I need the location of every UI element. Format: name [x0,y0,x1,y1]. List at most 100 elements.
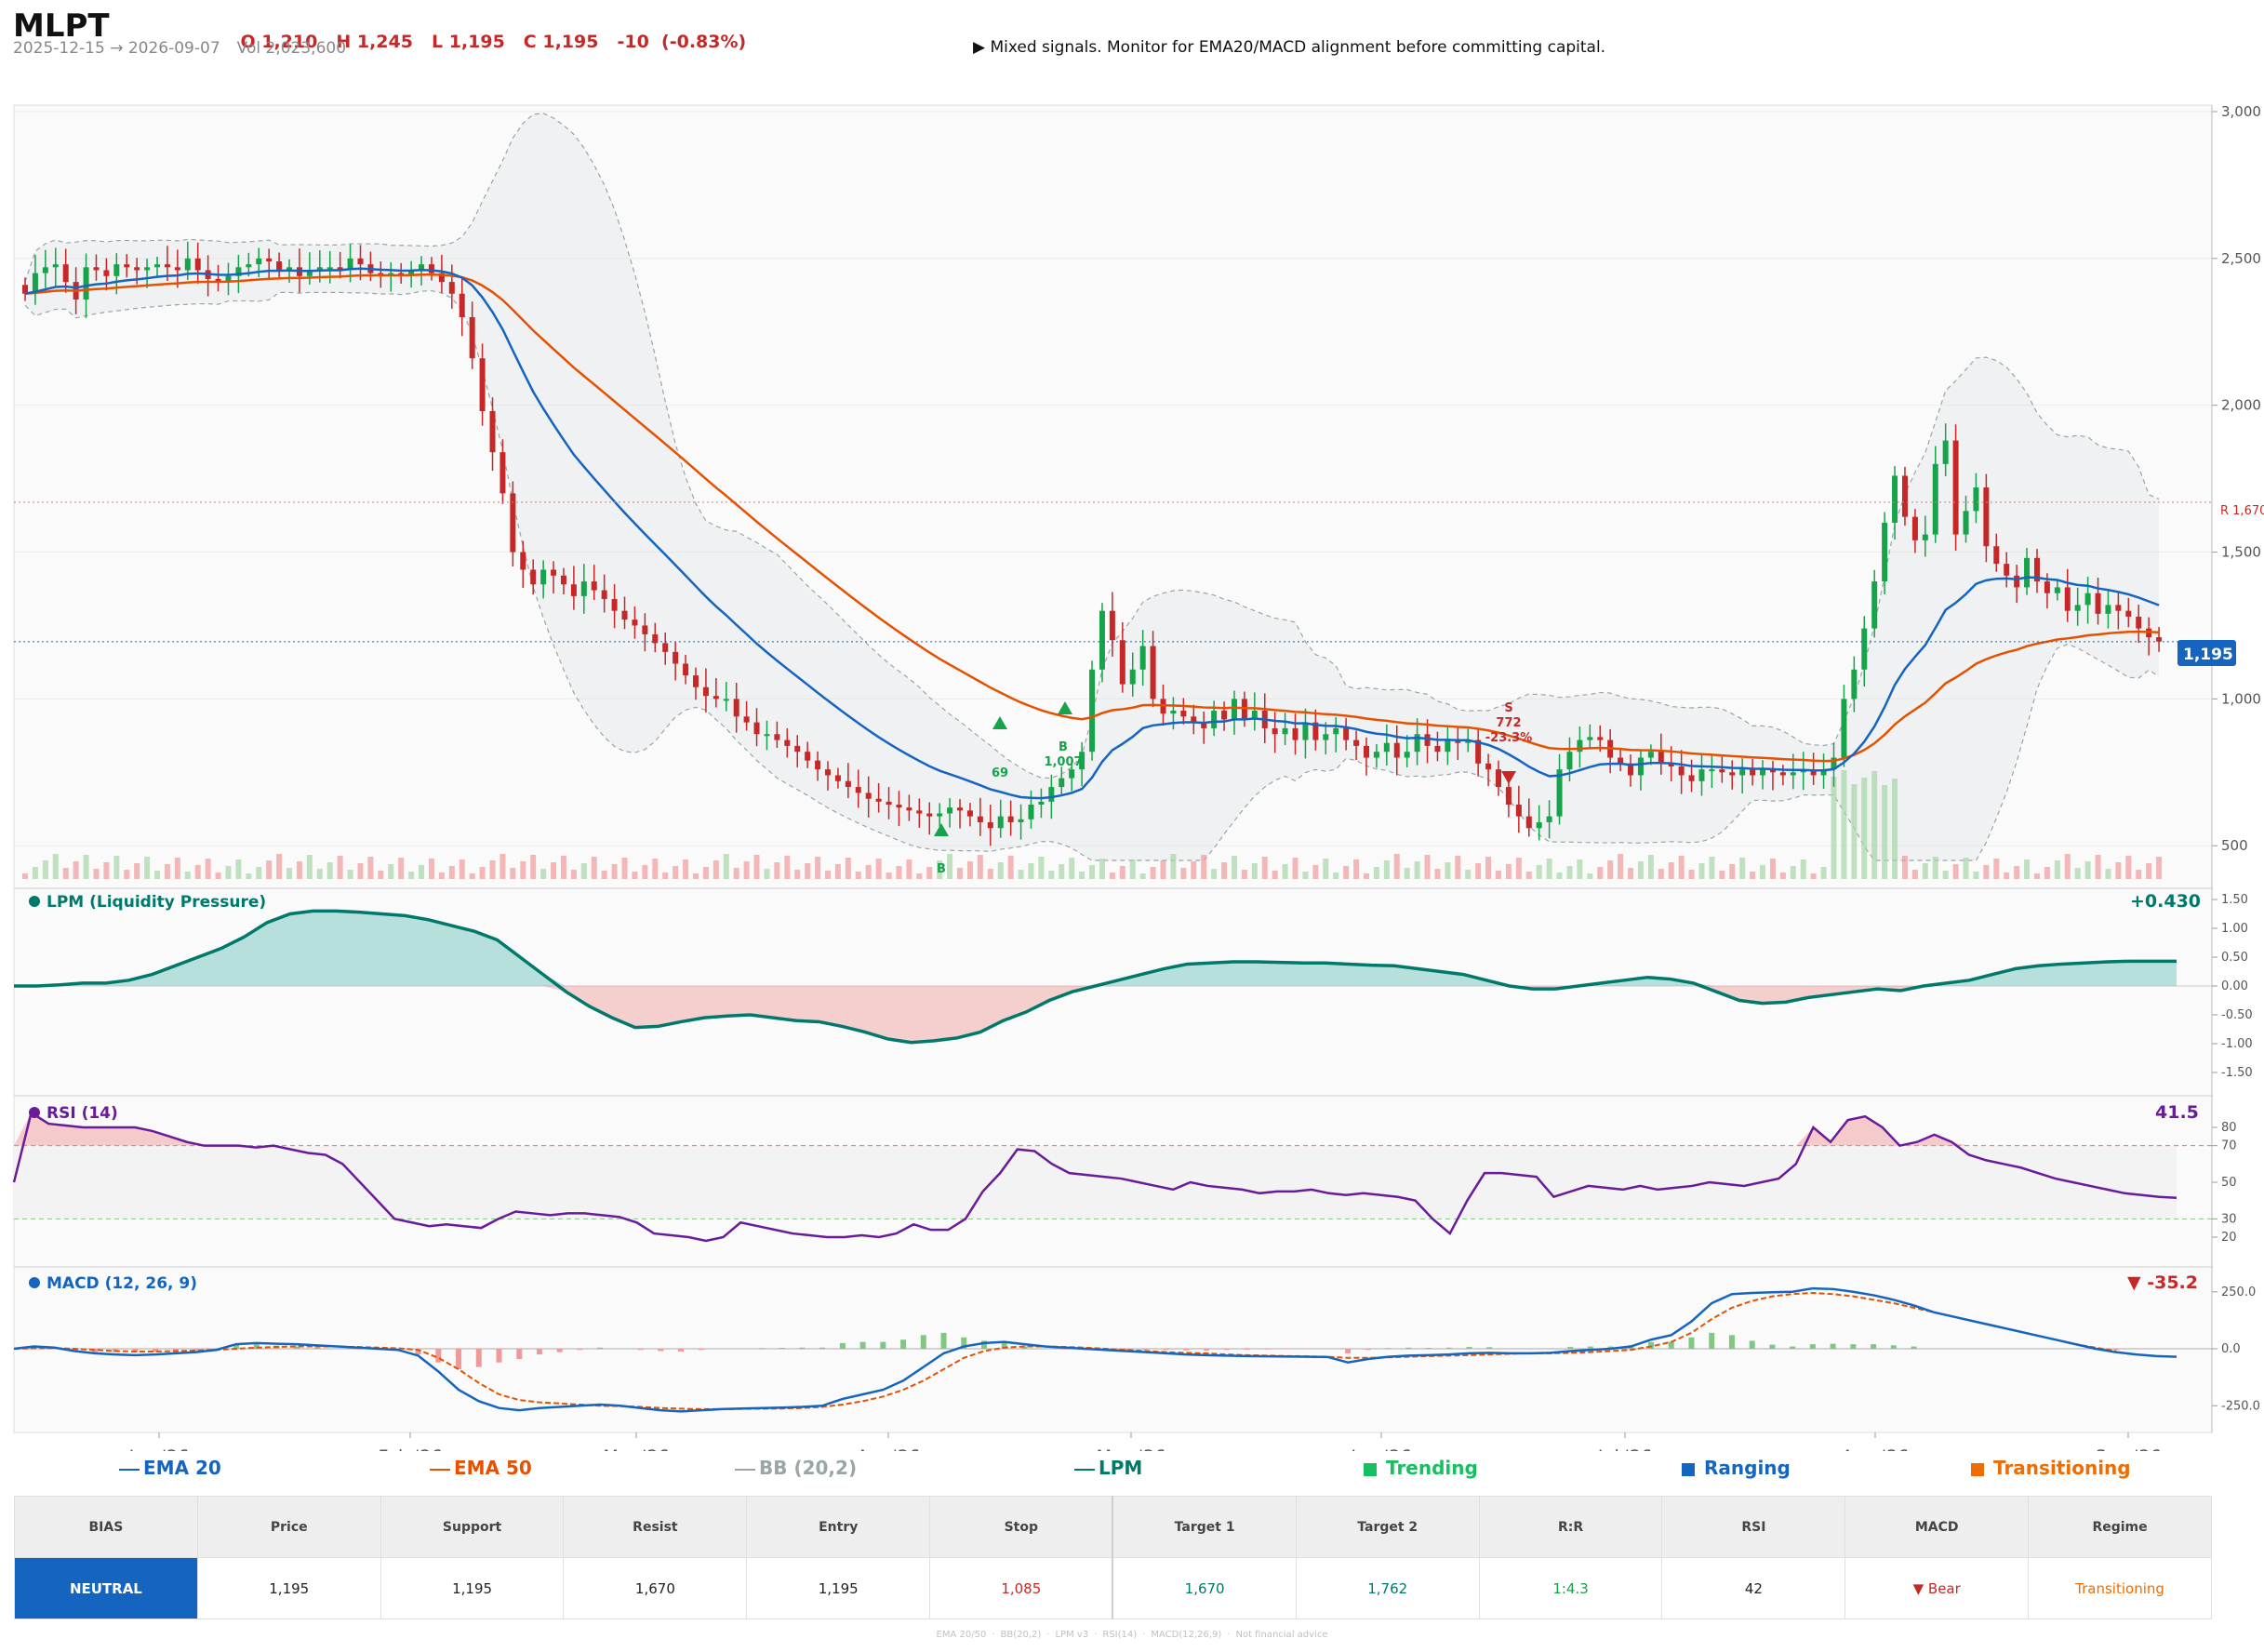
volume-bar [235,859,242,879]
volume-bar [1719,871,1725,879]
volume-bar [1191,861,1197,879]
lpm-value: +0.430 [2130,891,2201,912]
legend-bb[interactable]: BB (20,2) [735,1457,857,1479]
candle-body [93,267,100,271]
volume-bar [1048,871,1055,879]
volume-bar [1769,859,1776,879]
candle-body [1942,440,1949,464]
legend-lpm[interactable]: LPM [1074,1457,1142,1479]
candle-body [2105,605,2111,614]
volume-bar [1505,864,1512,879]
macd-hist-bar [940,1332,947,1349]
candle-body [144,267,151,271]
candle-body [530,569,537,585]
candle-body [906,807,912,811]
volume-bar [419,865,425,879]
candle-body [2125,610,2132,617]
volume-bar [1414,861,1420,879]
buy-marker-price: 1,007 [1044,755,1082,769]
macd-panel-title: MACD (12, 26, 9) [47,1274,197,1293]
footer-item: EMA 20/50 [936,1630,987,1640]
macd-hist-bar [1871,1344,1877,1349]
rsi-value: 41.5 [2155,1102,2199,1123]
candle-body [103,270,110,276]
legend-ema50[interactable]: EMA 50 [430,1457,532,1479]
candle-body [337,267,343,271]
volume-bar [815,857,821,879]
candle-body [966,810,973,817]
candle-body [1129,669,1136,685]
volume-bar [1597,867,1604,879]
candle-body [1556,769,1563,817]
macd-hist-bar [556,1349,563,1352]
col-regime: Regime [2028,1496,2212,1558]
ema50-line [24,273,2160,763]
macd-hist-bar [1385,1348,1392,1349]
candle-body [276,261,283,271]
candle-body [215,278,221,283]
sell-marker-label: S [1504,701,1512,715]
rsi-tick-label: 70 [2221,1139,2237,1153]
col-bias: BIAS [14,1496,198,1558]
macd-hist-bar [1365,1349,1371,1351]
lpm-dot-icon [29,896,40,907]
stop-cell: 1,085 [929,1557,1113,1619]
col-macd: MACD [1844,1496,2030,1558]
macd-hist-bar [1223,1349,1230,1351]
ticker-symbol: MLPT [13,7,110,45]
volume-bar [1496,871,1502,879]
candle-body [1729,772,1736,776]
legend-transitioning[interactable]: Transitioning [1971,1457,2131,1479]
candle-body [2084,593,2091,606]
candle-body [306,270,313,276]
volume-bar [1109,873,1115,879]
volume-bar [1709,857,1715,879]
candle-body [1455,739,1461,743]
buy-marker-label: B [1059,740,1068,754]
volume-bar [683,859,689,879]
candle-body [815,760,821,770]
candle-body [1496,769,1502,788]
legend-ema20[interactable]: EMA 20 [119,1457,221,1479]
macd-hist-bar [456,1349,462,1370]
volume-bar [1160,860,1166,879]
volume-bar [1333,873,1339,879]
lpm-tick-label: 1.50 [2221,893,2248,907]
candle-body [1251,711,1258,720]
candle-body [1658,752,1664,764]
volume-bar [448,866,455,879]
volume-bar [1170,854,1177,879]
volume-bar [164,864,170,879]
candle-body [1404,752,1410,758]
candle-body [1323,734,1329,740]
volume-bar [2115,862,2122,879]
lpm-panel-title: LPM (Liquidity Pressure) [47,893,266,912]
macd-hist-bar [1001,1342,1007,1349]
volume-bar [1688,870,1695,879]
candle-body [1465,739,1472,743]
price-tick-label: 2,500 [2221,250,2261,267]
macd-hist-bar [597,1347,604,1349]
legend-trending[interactable]: Trending [1364,1457,1478,1479]
col-target2: Target 2 [1295,1496,1480,1558]
volume-bar [1963,858,1969,879]
candle-body [916,810,923,814]
volume-bar [1892,779,1898,879]
macd-hist-bar [1790,1346,1796,1349]
volume-bar [1393,854,1400,879]
candle-body [499,452,506,494]
candle-body [764,734,770,737]
macd-hist-bar [516,1349,523,1360]
legend-ranging[interactable]: Ranging [1682,1457,1791,1479]
sell-marker-pct: -23.3% [1485,731,1533,745]
volume-bar [1445,862,1451,879]
volume-bar [1556,873,1563,879]
volume-bar [398,858,405,879]
resist-cell: 1,670 [563,1557,748,1619]
candle-body [1810,769,1817,776]
volume-bar [1678,856,1685,879]
candle-body [570,584,577,596]
volume-bar [1038,857,1045,879]
price-tick-label: 1,500 [2221,544,2261,561]
